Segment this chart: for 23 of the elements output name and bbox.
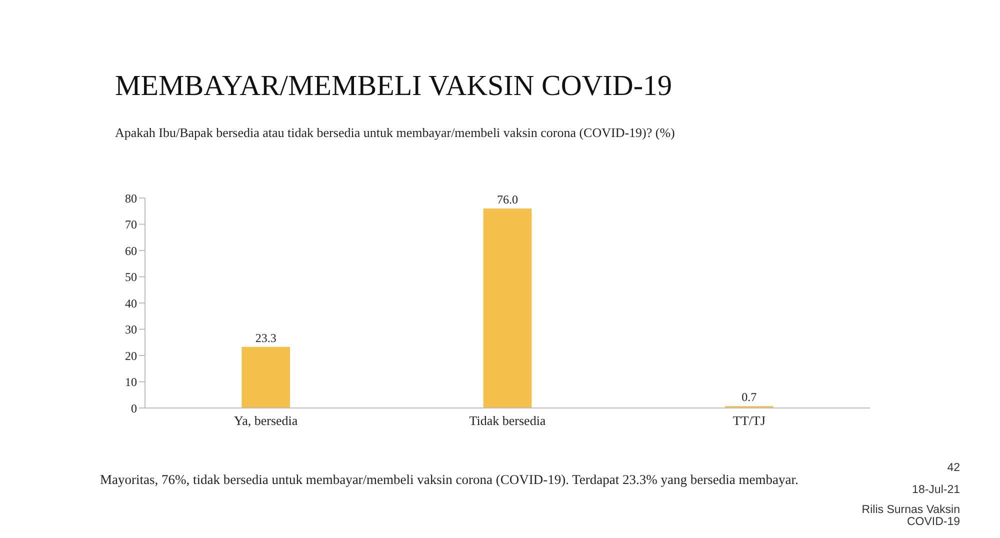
x-tick-label: Ya, bersedia — [234, 413, 298, 428]
y-tick-label: 10 — [125, 375, 137, 390]
data-label: 76.0 — [497, 192, 518, 206]
chart-title: MEMBAYAR/MEMBELI VAKSIN COVID-19 — [115, 70, 672, 103]
text: Mayoritas, 76%, tidak bersedia untuk membayar/membeli vaksin corona (COVID-19). Terdapat 23.3% yang bersedia membayar. — [100, 472, 800, 488]
y-tick-label: 60 — [125, 244, 137, 258]
text: 42 — [946, 462, 960, 474]
data-label: 23.3 — [255, 330, 276, 345]
y-tick-label: 70 — [125, 218, 137, 232]
y-tick-label: 20 — [125, 348, 137, 363]
bar — [483, 208, 532, 408]
y-tick-label: 30 — [125, 322, 137, 337]
y-tick-label: 80 — [125, 191, 137, 206]
x-tick-label: Tidak bersedia — [469, 413, 546, 428]
y-tick-label: 50 — [125, 270, 137, 284]
text: 18-Jul-21 — [911, 484, 960, 496]
chart-subtitle: Apakah Ibu/Bapak bersedia atau tidak bersedia untuk membayar/membeli vaksin corona (COVID-19)? (%) — [115, 125, 675, 141]
x-tick-label: TT/TJ — [732, 413, 766, 428]
bar — [242, 346, 290, 408]
y-tick-label: 0 — [131, 401, 137, 416]
text: Rilis Surnas Vaksin COVID-19 — [860, 504, 960, 528]
y-tick-label: 40 — [125, 296, 137, 310]
data-label: 0.7 — [742, 390, 757, 404]
